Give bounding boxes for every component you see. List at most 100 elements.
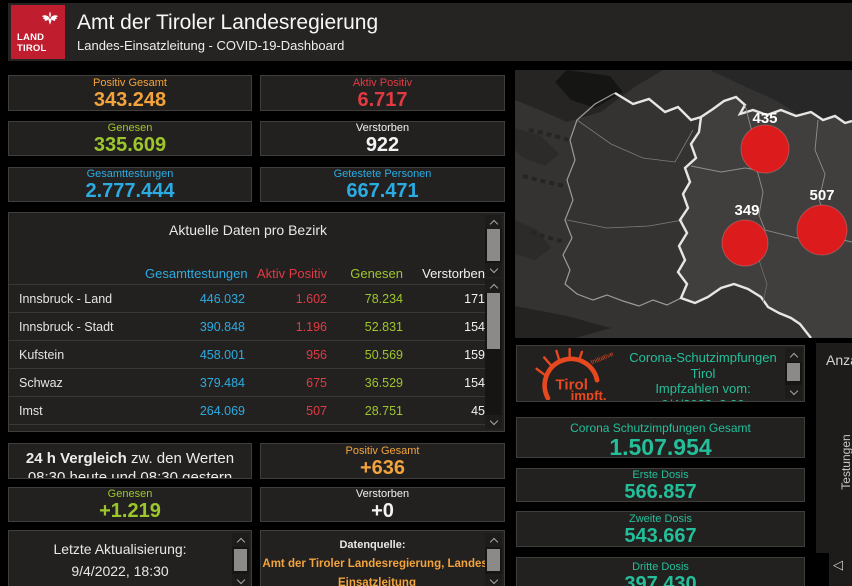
table-row[interactable]: Innsbruck - Stadt 390.848 1.196 52.831 1… bbox=[9, 312, 487, 340]
map-marker-kufstein[interactable] bbox=[740, 124, 790, 174]
cell-deceased: 154 bbox=[464, 319, 485, 334]
tirol-impft-logo: Tirol impft. Initiative bbox=[535, 348, 615, 400]
chevron-down-icon bbox=[489, 264, 498, 273]
scrollbar-track[interactable] bbox=[232, 547, 249, 574]
table-row[interactable]: Imst 264.069 507 28.751 45 bbox=[9, 396, 487, 424]
kpi-value: 1.507.954 bbox=[609, 434, 712, 458]
scrollbar-track[interactable] bbox=[485, 547, 502, 574]
scrollbar-thumb[interactable] bbox=[234, 549, 247, 571]
app-header: LAND TIROL Amt der Tiroler Landesregieru… bbox=[8, 3, 852, 61]
scrollbar-thumb[interactable] bbox=[787, 363, 800, 381]
table-scrollbar[interactable] bbox=[485, 279, 502, 429]
scrollbar-track[interactable] bbox=[485, 293, 502, 415]
scroll-up-button[interactable] bbox=[485, 533, 502, 547]
kpi-value: 6.717 bbox=[357, 88, 408, 111]
tirol-eagle-icon bbox=[41, 11, 59, 25]
kpi-value: 343.248 bbox=[93, 88, 167, 111]
impft-logo-initiative: Initiative bbox=[590, 351, 615, 367]
kpi-label: Positiv Gesamt bbox=[93, 76, 167, 89]
map-marker-schwaz[interactable] bbox=[721, 219, 769, 267]
kpi-gesamttestungen: Gesamttestungen 2.777.444 bbox=[8, 167, 252, 202]
vaccination-scrollbar[interactable] bbox=[785, 348, 802, 399]
scrollbar-track[interactable] bbox=[785, 362, 802, 385]
scroll-up-button[interactable] bbox=[485, 279, 502, 293]
district-name: Innsbruck - Stadt bbox=[19, 319, 114, 334]
cell-tests: 231.513 bbox=[145, 432, 245, 433]
table-body: Innsbruck - Land 446.032 1.602 78.234 17… bbox=[9, 284, 487, 433]
scrollbar-track[interactable] bbox=[485, 229, 502, 263]
district-name: Imst bbox=[19, 403, 43, 418]
cell-recovered: 78.234 bbox=[364, 291, 403, 306]
vaccination-header-text: Corona-Schutzimpfungen Tirol Impfzahlen … bbox=[629, 350, 777, 401]
cell-active: 433 bbox=[245, 432, 327, 433]
table-row[interactable]: Innsbruck - Land 446.032 1.602 78.234 17… bbox=[9, 284, 487, 312]
cell-recovered: 28.751 bbox=[364, 403, 403, 418]
first-dose-card: Erste Dosis 566.857 bbox=[516, 468, 805, 502]
cell-tests: 264.069 bbox=[199, 403, 245, 418]
scroll-up-button[interactable] bbox=[485, 215, 502, 229]
kpi-label: Getestete Personen bbox=[333, 168, 432, 180]
scroll-down-button[interactable] bbox=[785, 385, 802, 399]
kpi-getestete-personen: Getestete Personen 667.471 bbox=[260, 167, 505, 202]
district-name: Innsbruck - Land bbox=[19, 291, 113, 306]
y-axis-label: Testungen bbox=[839, 434, 852, 490]
kpi-value: 667.471 bbox=[346, 180, 419, 202]
second-dose-card: Zweite Dosis 543.667 bbox=[516, 511, 805, 547]
page-title: Amt der Tiroler Landesregierung bbox=[77, 11, 379, 34]
chevron-up-icon bbox=[236, 537, 245, 546]
col-gesamttestungen: Gesamttestungen bbox=[145, 265, 248, 281]
table-row[interactable]: Kufstein 458.001 956 50.569 159 bbox=[9, 340, 487, 368]
panel-title-clipped: Anzahl bbox=[826, 352, 852, 368]
impft-logo-line2: impft. bbox=[571, 388, 607, 400]
tirol-district-map[interactable]: 435 507 349 bbox=[515, 70, 852, 338]
table-row[interactable]: Schwaz 379.484 675 36.529 154 bbox=[9, 368, 487, 396]
scroll-down-button[interactable] bbox=[232, 574, 249, 586]
footer-scrollbar[interactable] bbox=[485, 533, 502, 586]
land-tirol-logo: LAND TIROL bbox=[11, 5, 65, 59]
scrollbar-thumb[interactable] bbox=[487, 549, 500, 571]
district-name: Kufstein bbox=[19, 347, 65, 362]
map-marker-label: 507 bbox=[809, 187, 834, 204]
map-marker-kitzbuehel[interactable] bbox=[796, 204, 848, 256]
footer-scrollbar[interactable] bbox=[232, 533, 249, 586]
chevron-up-icon bbox=[489, 283, 498, 292]
scrollbar-thumb[interactable] bbox=[487, 293, 500, 349]
panel-notch bbox=[816, 553, 829, 586]
chevron-up-icon bbox=[489, 537, 498, 546]
scroll-up-button[interactable] bbox=[785, 348, 802, 362]
table-row-partial[interactable]: Kitzbühel 231.513 433 23.057 107 bbox=[9, 424, 487, 433]
kpi-value: +636 bbox=[359, 456, 406, 479]
scrollbar-thumb[interactable] bbox=[487, 229, 500, 261]
kpi-label: Verstorben bbox=[355, 122, 410, 134]
kpi-label: Aktiv Positiv bbox=[352, 76, 413, 89]
cell-recovered: 52.831 bbox=[364, 319, 403, 334]
cell-recovered: 50.569 bbox=[364, 347, 403, 362]
chevron-down-icon bbox=[236, 575, 245, 584]
map-region-east[interactable] bbox=[678, 97, 852, 338]
kpi-aktiv-positiv: Aktiv Positiv 6.717 bbox=[260, 75, 505, 111]
vaccination-total-card: Corona Schutzimpfungen Gesamt 1.507.954 bbox=[516, 417, 805, 458]
collapse-left-icon[interactable]: ◁ bbox=[833, 557, 843, 572]
kpi-value: 922 bbox=[365, 134, 400, 156]
scroll-down-button[interactable] bbox=[485, 574, 502, 586]
kpi-label: Genesen bbox=[107, 122, 153, 134]
cell-tests: 446.032 bbox=[199, 291, 245, 306]
cell-recovered: 36.529 bbox=[364, 375, 403, 390]
scroll-down-button[interactable] bbox=[485, 263, 502, 277]
kpi-value: 335.609 bbox=[93, 134, 167, 156]
scroll-down-button[interactable] bbox=[485, 415, 502, 429]
col-aktiv-positiv: Aktiv Positiv bbox=[256, 265, 327, 281]
table-title: Aktuelle Daten pro Bezirk bbox=[169, 222, 327, 238]
last-update-card: Letzte Aktualisierung: 9/4/2022, 18:30 bbox=[8, 530, 252, 586]
kpi-value: 566.857 bbox=[624, 480, 697, 502]
kpi-value: 2.777.444 bbox=[85, 180, 175, 202]
chevron-down-icon bbox=[489, 416, 498, 425]
kpi-positiv-gesamt: Positiv Gesamt 343.248 bbox=[8, 75, 252, 111]
chevron-down-icon bbox=[789, 386, 798, 395]
card-scrollbar[interactable] bbox=[485, 215, 502, 277]
cell-active: 956 bbox=[306, 347, 327, 362]
delta-genesen-card: Genesen +1.219 bbox=[8, 487, 252, 522]
scroll-up-button[interactable] bbox=[232, 533, 249, 547]
district-name: Kitzbühel bbox=[9, 432, 145, 433]
vaccination-header-card: Tirol impft. Initiative Corona-Schutzimp… bbox=[516, 345, 805, 402]
